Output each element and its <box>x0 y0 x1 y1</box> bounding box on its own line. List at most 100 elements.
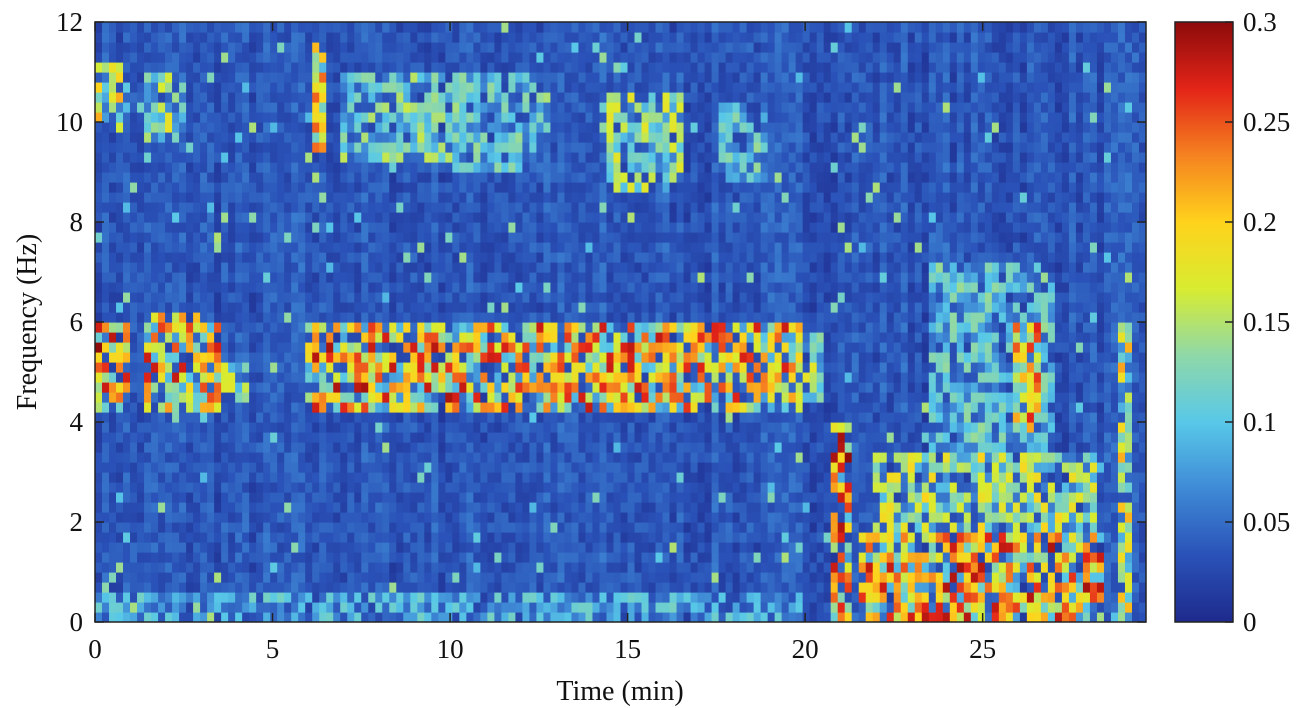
heatmap-cell <box>452 412 460 423</box>
heatmap-cell <box>228 42 236 53</box>
heatmap-cell <box>662 202 671 213</box>
heatmap-cell <box>200 392 208 403</box>
heatmap-cell <box>445 362 453 373</box>
heatmap-cell <box>179 542 187 553</box>
heatmap-cell <box>151 42 159 53</box>
heatmap-cell <box>396 252 404 263</box>
heatmap-cell <box>354 212 362 223</box>
heatmap-cell <box>452 182 460 193</box>
heatmap-cell <box>459 362 467 373</box>
heatmap-cell <box>445 572 453 583</box>
heatmap-cell <box>592 472 601 483</box>
heatmap-cell <box>662 52 671 63</box>
heatmap-cell <box>144 552 152 563</box>
heatmap-cell <box>480 322 488 333</box>
heatmap-cell <box>354 72 362 83</box>
heatmap-cell <box>606 172 615 183</box>
heatmap-cell <box>382 422 390 433</box>
heatmap-cell <box>326 582 334 593</box>
heatmap-cell <box>599 82 608 93</box>
heatmap-cell <box>333 22 341 33</box>
heatmap-cell <box>242 362 250 373</box>
heatmap-cell <box>522 302 531 313</box>
heatmap-cell <box>214 222 222 233</box>
heatmap-cell <box>249 482 257 493</box>
heatmap-cell <box>620 202 629 213</box>
heatmap-cell <box>242 612 250 622</box>
heatmap-cell <box>669 442 678 453</box>
heatmap-cell <box>305 542 313 553</box>
heatmap-cell <box>515 172 524 183</box>
heatmap-cell <box>466 392 474 403</box>
heatmap-cell <box>200 352 208 363</box>
heatmap-cell <box>438 362 446 373</box>
heatmap-cell <box>312 292 320 303</box>
heatmap-cell <box>123 452 131 463</box>
heatmap-cell <box>508 602 516 613</box>
heatmap-cell <box>242 282 250 293</box>
heatmap-cell <box>557 572 566 583</box>
heatmap-cell <box>221 332 229 343</box>
heatmap-cell <box>641 462 650 473</box>
heatmap-cell <box>347 512 355 523</box>
heatmap-cell <box>620 62 629 73</box>
heatmap-cell <box>417 32 425 43</box>
heatmap-cell <box>557 132 566 143</box>
heatmap-cell <box>550 162 559 173</box>
heatmap-cell <box>102 82 110 93</box>
heatmap-cell <box>284 332 292 343</box>
heatmap-cell <box>515 462 524 473</box>
heatmap-cell <box>655 472 664 483</box>
heatmap-cell <box>480 162 488 173</box>
heatmap-cell <box>655 552 664 563</box>
heatmap-cell <box>193 552 201 563</box>
heatmap-cell <box>431 222 439 233</box>
heatmap-cell <box>529 132 538 143</box>
heatmap-cell <box>389 532 397 543</box>
heatmap-cell <box>158 112 166 123</box>
heatmap-cell <box>109 292 117 303</box>
heatmap-cell <box>95 32 103 43</box>
heatmap-cell <box>270 362 278 373</box>
heatmap-cell <box>158 332 166 343</box>
heatmap-cell <box>522 612 531 622</box>
heatmap-cell <box>480 502 488 513</box>
heatmap-cell <box>214 592 222 603</box>
heatmap-cell <box>473 62 481 73</box>
heatmap-cell <box>515 152 524 163</box>
heatmap-cell <box>312 282 320 293</box>
heatmap-cell <box>452 452 460 463</box>
heatmap-cell <box>396 612 404 622</box>
heatmap-cell <box>389 352 397 363</box>
heatmap-cell <box>466 462 474 473</box>
heatmap-cell <box>235 242 243 253</box>
heatmap-cell <box>417 342 425 353</box>
heatmap-cell <box>494 52 502 63</box>
heatmap-cell <box>95 472 103 483</box>
heatmap-cell <box>347 212 355 223</box>
heatmap-cell <box>242 402 250 413</box>
heatmap-cell <box>228 22 236 33</box>
heatmap-cell <box>207 442 215 453</box>
heatmap-cell <box>137 282 145 293</box>
heatmap-cell <box>648 392 657 403</box>
heatmap-cell <box>102 362 110 373</box>
heatmap-cell <box>109 232 117 243</box>
heatmap-cell <box>277 42 285 53</box>
heatmap-cell <box>263 52 271 63</box>
heatmap-cell <box>228 332 236 343</box>
heatmap-cell <box>627 602 636 613</box>
heatmap-cell <box>291 392 299 403</box>
heatmap-cell <box>382 542 390 553</box>
heatmap-cell <box>151 432 159 443</box>
heatmap-cell <box>277 602 285 613</box>
heatmap-cell <box>620 582 629 593</box>
heatmap-cell <box>564 232 573 243</box>
heatmap-cell <box>354 512 362 523</box>
heatmap-cell <box>620 172 629 183</box>
heatmap-cell <box>221 92 229 103</box>
heatmap-cell <box>186 72 194 83</box>
heatmap-cell <box>676 542 685 553</box>
heatmap-cell <box>515 412 524 423</box>
heatmap-cell <box>354 592 362 603</box>
